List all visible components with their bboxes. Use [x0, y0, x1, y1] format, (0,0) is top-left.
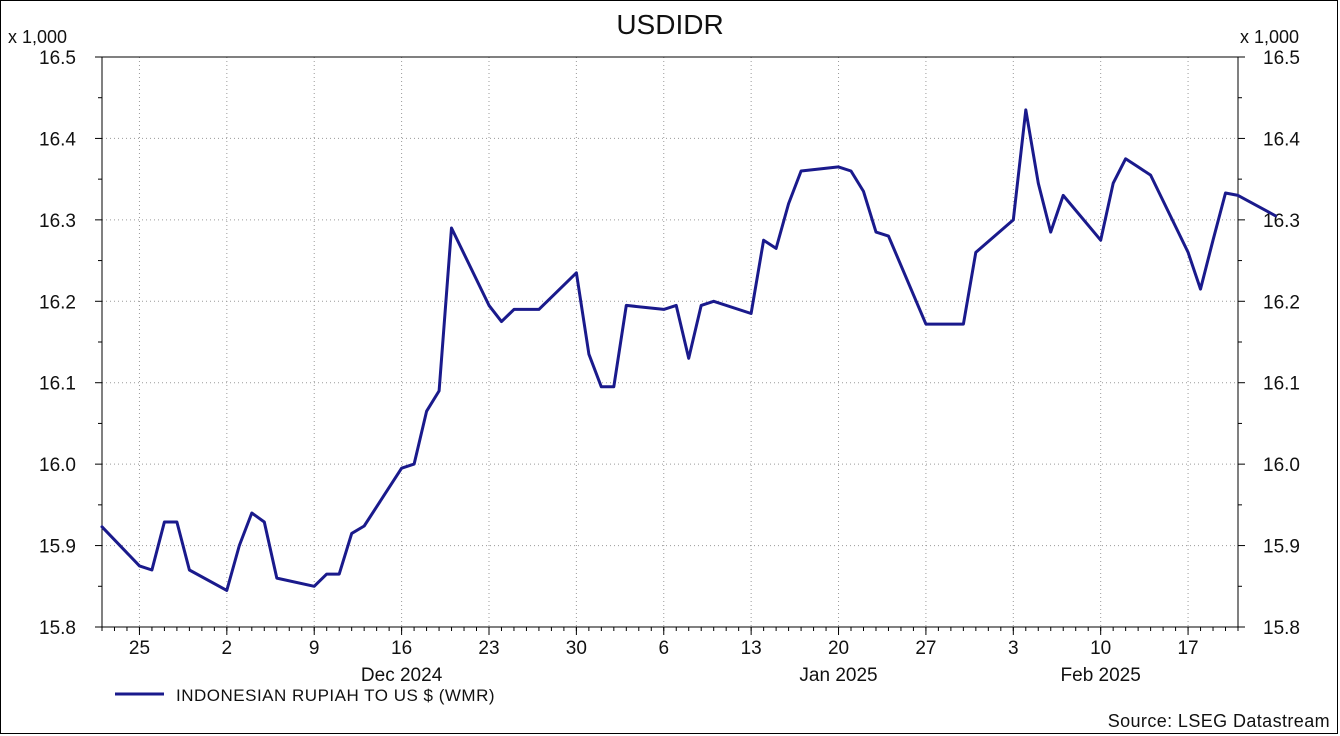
y-tick-label-left: 16.4 [39, 129, 76, 150]
x-tick-label: 16 [391, 638, 412, 659]
y-tick-label-left: 16.0 [39, 455, 76, 476]
x-tick-label: 9 [309, 638, 320, 659]
y-tick-label-right: 16.0 [1263, 455, 1300, 476]
y-tick-label-left: 16.5 [39, 48, 76, 69]
y-tick-label-right: 16.5 [1263, 48, 1300, 69]
y-unit-left: x 1,000 [8, 27, 67, 47]
x-month-label: Dec 2024 [361, 665, 443, 686]
y-tick-label-right: 15.9 [1263, 537, 1300, 558]
x-tick-label: 27 [915, 638, 936, 659]
x-tick-label: 23 [478, 638, 499, 659]
y-tick-label-left: 16.3 [39, 211, 76, 232]
y-tick-label-left: 16.2 [39, 292, 76, 313]
x-tick-label: 13 [741, 638, 762, 659]
y-tick-label-right: 15.8 [1263, 618, 1300, 639]
x-tick-label: 25 [129, 638, 150, 659]
y-tick-label-left: 16.1 [39, 374, 76, 395]
x-tick-label: 10 [1090, 638, 1111, 659]
y-unit-right: x 1,000 [1240, 27, 1299, 47]
x-tick-label: 17 [1177, 638, 1198, 659]
x-tick-label: 3 [1008, 638, 1019, 659]
legend-label: INDONESIAN RUPIAH TO US $ (WMR) [176, 686, 495, 705]
x-month-label: Feb 2025 [1061, 665, 1141, 686]
x-tick-label: 6 [658, 638, 669, 659]
x-month-label: Jan 2025 [799, 665, 877, 686]
y-tick-label-right: 16.1 [1263, 374, 1300, 395]
y-tick-label-right: 16.4 [1263, 129, 1300, 150]
y-tick-label-left: 15.8 [39, 618, 76, 639]
series-line [100, 108, 1277, 592]
x-tick-label: 2 [222, 638, 233, 659]
y-tick-label-right: 16.2 [1263, 292, 1300, 313]
y-tick-label-left: 15.9 [39, 537, 76, 558]
x-tick-label: 20 [828, 638, 849, 659]
plot-area [101, 56, 1239, 628]
x-tick-label: 30 [566, 638, 587, 659]
chart-title: USDIDR [616, 9, 723, 40]
y-tick-label-right: 16.3 [1263, 211, 1300, 232]
source-note: Source: LSEG Datastream [1108, 711, 1330, 731]
